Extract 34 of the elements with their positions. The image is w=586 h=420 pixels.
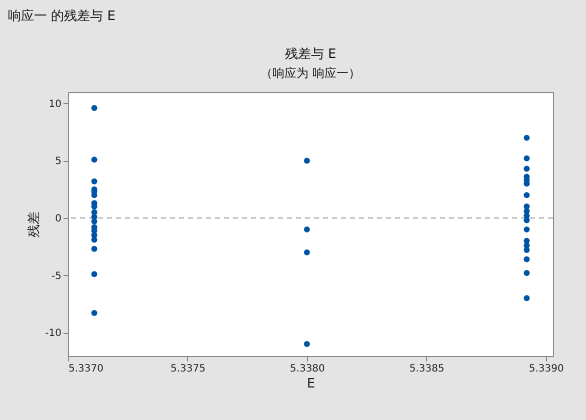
- point: [524, 270, 530, 276]
- point: [524, 247, 530, 254]
- point: [91, 105, 98, 112]
- x-tick-label: 5.3390: [528, 364, 564, 374]
- point: [91, 178, 98, 184]
- chart-title: 残差与 E: [284, 47, 336, 62]
- point: [524, 256, 530, 262]
- text: 响应一 的残差与 E: [8, 8, 116, 24]
- x-axis-title: E: [306, 376, 316, 392]
- x-tick-label: 5.3380: [290, 364, 325, 374]
- point: [524, 134, 530, 141]
- point: [304, 158, 310, 164]
- point: [524, 155, 530, 162]
- point: [524, 192, 530, 198]
- y-tick-label: 0: [55, 213, 62, 224]
- point: [91, 246, 98, 252]
- y-tick-label: -5: [52, 270, 62, 282]
- chart-subtitle: （响应为 响应一）: [260, 66, 360, 80]
- x-tick-label: 5.3385: [409, 364, 444, 374]
- point: [91, 271, 98, 278]
- point: [91, 156, 98, 163]
- y-tick-label: 10: [48, 98, 62, 110]
- point: [91, 310, 98, 316]
- y-tick-label: 5: [55, 156, 62, 168]
- x-tick-label: 5.3375: [170, 364, 206, 374]
- point: [524, 226, 530, 232]
- y-axis-title: 残差: [27, 212, 42, 238]
- point: [524, 166, 530, 172]
- point: [304, 340, 310, 347]
- point: [524, 295, 530, 302]
- point: [304, 249, 310, 256]
- x-tick-label: 5.3370: [68, 364, 104, 374]
- point: [304, 226, 310, 232]
- y-tick-label: -10: [45, 328, 62, 340]
